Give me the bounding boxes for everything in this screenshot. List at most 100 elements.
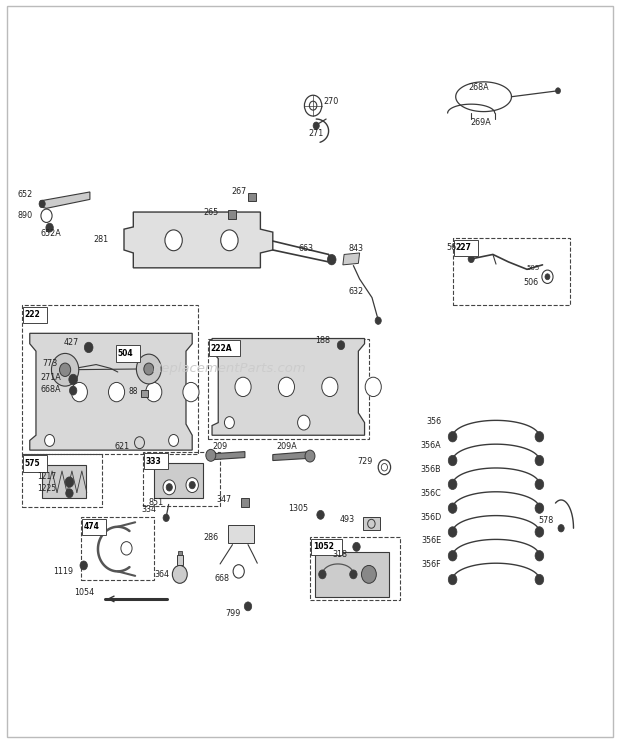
Circle shape	[80, 561, 87, 570]
Circle shape	[350, 570, 357, 579]
Text: 506: 506	[523, 278, 538, 287]
Bar	[241, 498, 249, 507]
Text: 318: 318	[332, 550, 347, 559]
Text: 271: 271	[308, 129, 324, 138]
Text: 652: 652	[17, 190, 33, 199]
Circle shape	[183, 382, 199, 402]
Bar	[42, 465, 86, 498]
Circle shape	[172, 565, 187, 583]
Circle shape	[65, 477, 74, 487]
Circle shape	[163, 514, 169, 522]
Circle shape	[327, 254, 336, 265]
Polygon shape	[343, 253, 360, 265]
Circle shape	[235, 377, 251, 397]
Circle shape	[189, 481, 195, 489]
Text: 347: 347	[216, 496, 231, 504]
Text: 1054: 1054	[74, 589, 94, 597]
Text: 356E: 356E	[422, 536, 441, 545]
Circle shape	[163, 480, 175, 495]
Text: 427: 427	[64, 338, 79, 347]
Text: 333: 333	[146, 457, 161, 466]
Circle shape	[146, 382, 162, 402]
Circle shape	[535, 551, 544, 561]
Polygon shape	[40, 192, 90, 208]
Circle shape	[278, 377, 294, 397]
Bar	[177, 555, 183, 565]
Circle shape	[448, 527, 457, 537]
Circle shape	[121, 542, 132, 555]
Text: 668A: 668A	[40, 385, 61, 394]
Text: 493: 493	[340, 515, 355, 524]
Text: 843: 843	[348, 244, 363, 253]
Bar	[116, 345, 140, 362]
Text: 334: 334	[141, 505, 156, 514]
Circle shape	[448, 574, 457, 585]
Circle shape	[375, 317, 381, 324]
Text: 729: 729	[357, 457, 373, 466]
Text: 504: 504	[118, 349, 133, 358]
Circle shape	[556, 88, 560, 94]
Polygon shape	[30, 333, 192, 450]
Circle shape	[535, 432, 544, 442]
Circle shape	[186, 478, 198, 493]
Bar	[363, 517, 380, 530]
Text: 271A: 271A	[40, 373, 61, 382]
Text: 267: 267	[231, 187, 246, 196]
Circle shape	[535, 479, 544, 490]
Circle shape	[69, 386, 77, 395]
Circle shape	[361, 565, 376, 583]
Polygon shape	[211, 452, 245, 460]
Circle shape	[45, 434, 55, 446]
Text: 621: 621	[115, 442, 130, 451]
Text: 652A: 652A	[40, 229, 61, 238]
Circle shape	[305, 450, 315, 462]
Text: 269A: 269A	[470, 118, 490, 126]
Circle shape	[221, 230, 238, 251]
Circle shape	[206, 449, 216, 461]
Circle shape	[448, 551, 457, 561]
Circle shape	[71, 382, 87, 402]
Bar	[228, 210, 236, 219]
Bar	[23, 455, 47, 472]
Text: 209: 209	[213, 442, 228, 451]
Text: 286: 286	[203, 533, 218, 542]
Bar	[315, 552, 389, 597]
Circle shape	[317, 510, 324, 519]
Circle shape	[337, 341, 345, 350]
Text: 222A: 222A	[211, 344, 232, 353]
Circle shape	[136, 354, 161, 384]
Bar	[228, 525, 254, 543]
Circle shape	[108, 382, 125, 402]
Circle shape	[448, 455, 457, 466]
Text: 851: 851	[149, 498, 164, 507]
Bar	[454, 240, 478, 256]
Text: 265: 265	[203, 208, 218, 217]
Text: 632: 632	[348, 287, 363, 296]
Circle shape	[51, 353, 79, 386]
Text: 356A: 356A	[421, 441, 441, 450]
Circle shape	[39, 200, 45, 208]
Text: 578: 578	[538, 516, 554, 525]
Bar	[311, 539, 342, 555]
Circle shape	[558, 525, 564, 532]
Circle shape	[60, 363, 71, 376]
Bar	[154, 463, 203, 498]
Circle shape	[166, 484, 172, 491]
Bar	[178, 551, 182, 555]
Circle shape	[298, 415, 310, 430]
Circle shape	[169, 434, 179, 446]
Text: 773: 773	[42, 359, 58, 368]
Circle shape	[535, 574, 544, 585]
Circle shape	[365, 377, 381, 397]
Text: 88: 88	[128, 387, 138, 396]
Text: 505: 505	[526, 265, 539, 271]
Text: 188: 188	[316, 336, 330, 344]
Circle shape	[468, 255, 474, 263]
Text: 562: 562	[446, 243, 462, 252]
Circle shape	[448, 503, 457, 513]
Circle shape	[84, 342, 93, 353]
Circle shape	[353, 542, 360, 551]
Text: 799: 799	[225, 609, 241, 618]
Circle shape	[448, 479, 457, 490]
Polygon shape	[273, 452, 310, 461]
